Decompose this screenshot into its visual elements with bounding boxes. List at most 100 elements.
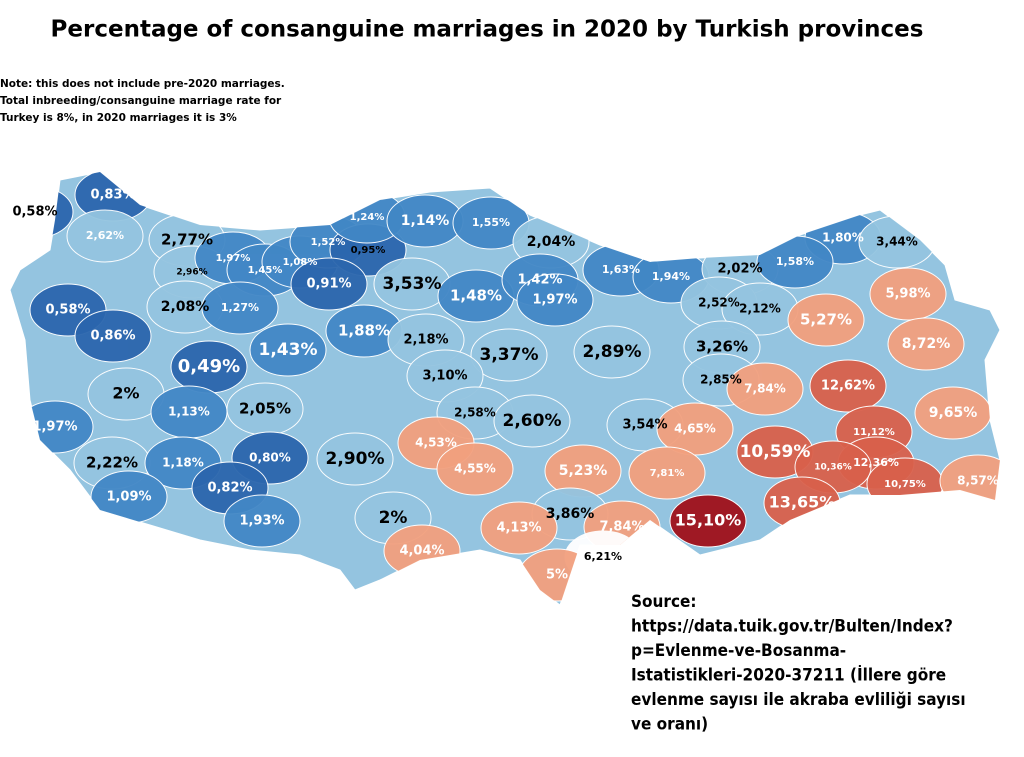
province-label: 1,63% — [602, 263, 640, 276]
province-label: 2% — [112, 384, 139, 403]
province-label: 0,80% — [249, 451, 291, 465]
province-label: 1,97% — [532, 293, 577, 308]
province — [201, 281, 279, 335]
province — [290, 257, 368, 311]
province-label: 0,58% — [45, 303, 90, 318]
note: Note: this does not include pre-2020 mar… — [0, 78, 285, 124]
province-label: 10,75% — [884, 479, 926, 490]
province-label: 1,55% — [472, 216, 510, 229]
province-label: 7,81% — [650, 468, 685, 479]
province-label: 1,58% — [776, 255, 814, 268]
province — [480, 501, 558, 555]
province-label: 3,86% — [546, 506, 595, 522]
province-label: 1,52% — [311, 237, 346, 248]
province-label: 1,14% — [401, 213, 450, 229]
province — [726, 362, 804, 416]
source-line: https://data.tuik.gov.tr/Bulten/Index? — [631, 617, 953, 637]
province-label: 1,97% — [32, 420, 77, 435]
province-label: 3,10% — [422, 369, 467, 384]
source: Source: https://data.tuik.gov.tr/Bulten/I… — [631, 592, 966, 735]
province-label: 1,93% — [239, 514, 284, 529]
province-label: 0,91% — [306, 277, 351, 292]
province-label: 1,08% — [283, 257, 318, 268]
province-label: 6,21% — [584, 550, 622, 563]
province-label: 2% — [379, 508, 408, 528]
province — [516, 273, 594, 327]
province — [628, 446, 706, 500]
province-label: 0,95% — [351, 245, 386, 256]
province-label: 2,05% — [239, 400, 291, 418]
province — [669, 494, 747, 548]
province-label: 1,48% — [450, 287, 502, 305]
province-label: 0,83% — [90, 188, 135, 203]
province — [249, 323, 327, 377]
source-line: ve oranı) — [631, 715, 708, 735]
province-label: 1,97% — [216, 253, 251, 264]
province-label: 10,36% — [814, 463, 852, 473]
province-label: 5,98% — [885, 287, 930, 302]
province — [573, 325, 651, 379]
note-line: Total inbreeding/consanguine marriage ra… — [0, 95, 282, 107]
province-label: 9,65% — [929, 405, 978, 421]
province-label: 4,13% — [496, 521, 541, 536]
province-label: 2,96% — [176, 268, 207, 278]
province-label: 2,12% — [739, 302, 781, 316]
province-label: 1,18% — [162, 456, 204, 470]
province — [436, 442, 514, 496]
province — [869, 267, 947, 321]
province-label: 5,27% — [800, 311, 852, 329]
province-label: 1,09% — [106, 490, 151, 505]
province-label: 0,82% — [207, 481, 252, 496]
province-label: 2,89% — [583, 342, 642, 362]
province-label: 13,65% — [769, 493, 836, 512]
province — [223, 494, 301, 548]
province-label: 2,58% — [454, 406, 496, 420]
province-label: 2,90% — [326, 449, 385, 469]
province-label: 12,62% — [821, 379, 875, 394]
province — [787, 293, 865, 347]
province-label: 4,04% — [399, 544, 444, 559]
province-label: 0,58% — [12, 205, 57, 220]
province-label: 8,72% — [902, 336, 951, 352]
province-label: 1,24% — [350, 212, 385, 223]
province-label: 2,08% — [161, 299, 210, 315]
province-label: 15,10% — [675, 511, 742, 530]
province-label: 3,44% — [876, 235, 918, 249]
province-label: 2,77% — [161, 231, 213, 249]
province-label: 1,27% — [221, 301, 259, 314]
province-label: 5,23% — [559, 463, 608, 479]
province-label: 10,59% — [740, 442, 811, 462]
province — [74, 309, 152, 363]
province-label: 4,65% — [674, 422, 716, 436]
province-label: 0,49% — [178, 356, 240, 377]
province-label: 1,80% — [822, 231, 864, 245]
province — [809, 359, 887, 413]
source-line: evlenme sayısı ile akraba evliliği sayıs… — [631, 690, 966, 710]
province-label: 8,57% — [957, 474, 999, 488]
province-label: 1,94% — [652, 270, 690, 283]
title: Percentage of consanguine marriages in 2… — [51, 17, 924, 43]
province-label: 3,54% — [622, 418, 667, 433]
source-line: Source: — [631, 592, 697, 612]
province-label: 1,88% — [338, 322, 390, 340]
source-line: p=Evlenme-ve-Bosanma- — [631, 641, 846, 661]
province-label: 7,84% — [599, 520, 644, 535]
province-label: 3,26% — [696, 338, 748, 356]
province-label: 2,18% — [403, 333, 448, 348]
provinces — [10, 172, 1000, 602]
province — [66, 209, 144, 263]
province — [470, 328, 548, 382]
province-labels: 0,83%0,58%2,62% 2,77%2,96%1,97%1,45%1,08%… — [12, 188, 998, 583]
province-label: 7,84% — [744, 382, 786, 396]
province-label: 2,60% — [503, 411, 562, 431]
province-label: 4,55% — [454, 462, 496, 476]
province-label: 11,12% — [853, 427, 895, 438]
province-label: 3,53% — [383, 274, 442, 294]
province-label: 0,86% — [90, 329, 135, 344]
note-line: Note: this does not include pre-2020 mar… — [0, 78, 285, 90]
province-label: 1,43% — [259, 340, 318, 360]
province-label: 2,85% — [700, 373, 742, 387]
province-label: 1,42% — [517, 273, 562, 288]
province-label: 1,13% — [168, 405, 210, 419]
